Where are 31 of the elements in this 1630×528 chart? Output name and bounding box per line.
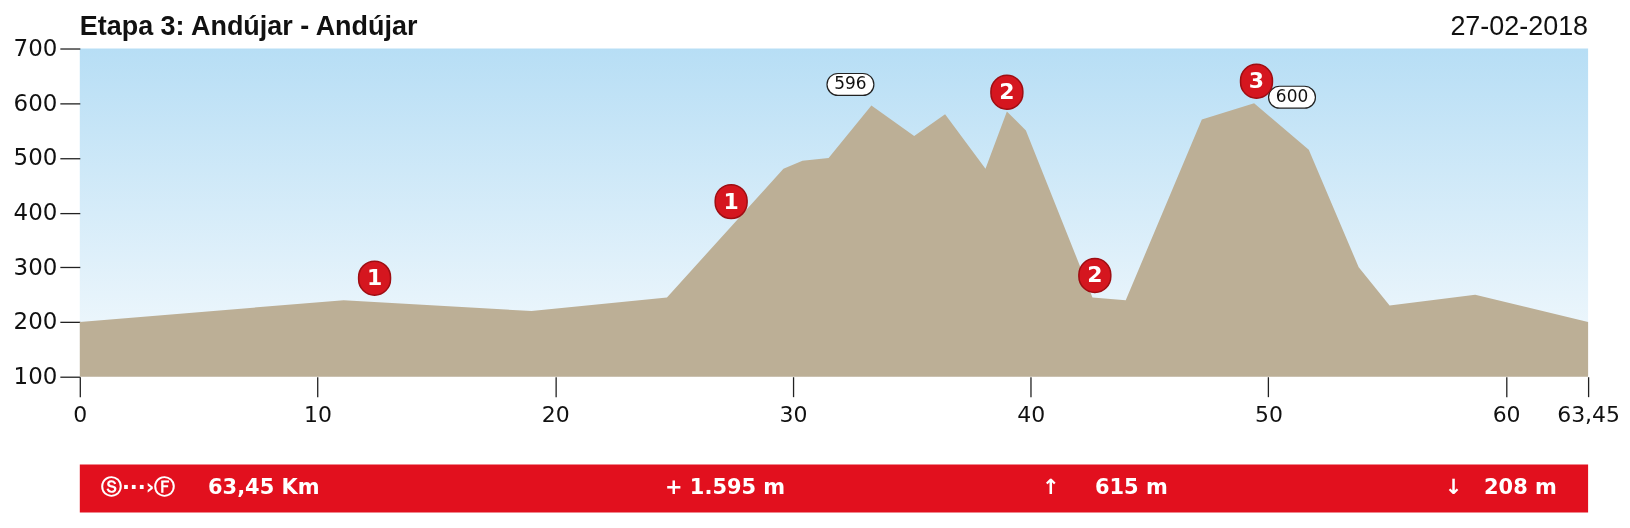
x-tick-label: 63,45 (1557, 402, 1621, 428)
annotation: 1 (366, 265, 383, 291)
x-tick-label: 30 (779, 402, 808, 428)
x-tick-label: 20 (541, 402, 570, 428)
x-tick-label: 0 (73, 402, 88, 428)
chart-title: Etapa 3: Andújar - Andújar (79, 10, 418, 41)
text: 63,45 Km (208, 475, 320, 500)
data-label: 596 (834, 73, 867, 94)
text: ↓ (1444, 475, 1463, 500)
x-tick-label: 10 (304, 402, 332, 428)
y-tick-label: 100 (13, 363, 58, 390)
text: + 1.595 m (665, 475, 786, 500)
text: Ⓢ···›Ⓕ (100, 475, 176, 500)
text: ↑ (1042, 475, 1060, 500)
y-tick-label: 400 (13, 199, 58, 226)
y-tick-label: 500 (13, 144, 58, 171)
y-tick-label: 700 (13, 35, 58, 61)
y-tick-label: 200 (13, 308, 58, 335)
y-tick-label: 600 (13, 89, 58, 116)
text: 208 m (1484, 475, 1557, 500)
annotation: 3 (1248, 68, 1265, 94)
annotation: 2 (1087, 262, 1103, 288)
text: 615 m (1094, 475, 1168, 500)
x-tick-label: 40 (1017, 402, 1046, 428)
annotation: 2 (999, 79, 1015, 105)
y-tick-label: 300 (13, 253, 58, 280)
data-label: 600 (1275, 86, 1309, 107)
x-tick-label: 50 (1254, 402, 1283, 428)
x-tick-label: 60 (1492, 402, 1521, 428)
chart-subtitle: 27-02-2018 (1450, 10, 1589, 41)
annotation: 1 (723, 188, 739, 214)
